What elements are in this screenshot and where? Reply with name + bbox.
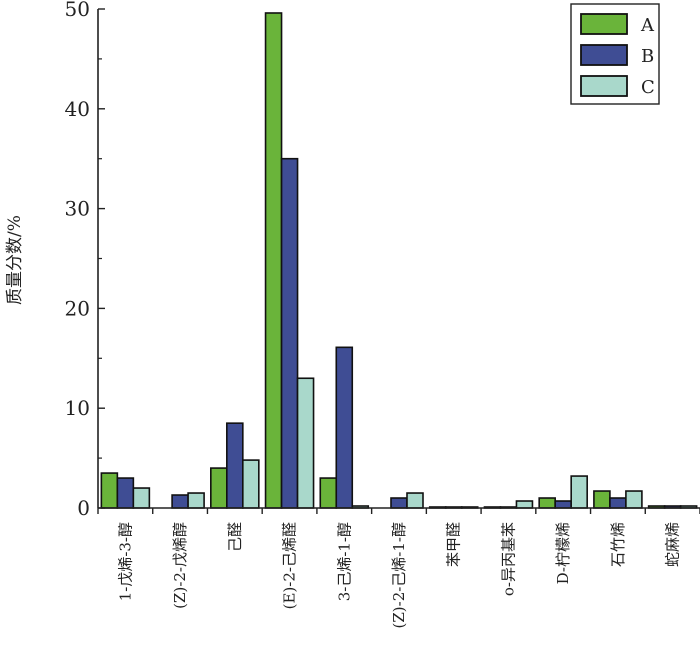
bar-B-10 <box>609 497 627 509</box>
y-tick-label: 10 <box>65 396 90 420</box>
bar-A-4 <box>264 12 283 509</box>
bar-C-1 <box>132 487 151 509</box>
bar-C-9 <box>570 475 588 509</box>
y-tick-label: 30 <box>65 197 90 221</box>
x-category-label: 3-己烯-1-醇 <box>335 522 353 601</box>
bar-B-2 <box>171 494 189 509</box>
x-category-label: 己醛 <box>226 522 244 552</box>
legend-label-A: A <box>640 15 655 36</box>
x-category-label: 石竹烯 <box>609 522 627 567</box>
x-category-label: (E)-2-己烯醛 <box>281 522 299 609</box>
legend-label-C: C <box>641 77 655 98</box>
x-category-label: (Z)-2-己烯-1-醇 <box>390 522 408 629</box>
bar-A-1 <box>100 472 119 509</box>
bar-B-9 <box>554 500 572 509</box>
bar-C-10 <box>625 490 643 509</box>
x-category-label: 苯甲醛 <box>445 522 463 567</box>
bar-C-3 <box>242 459 260 509</box>
x-labels-group: 1-戊烯-3-醇 (Z)-2-戊烯醇 己醛 (E)-2-己烯醛 3-己烯-1-醇 (Z)-… <box>116 522 681 629</box>
legend-swatch-C <box>580 75 628 97</box>
bar-B-1 <box>116 477 135 509</box>
y-tick-label: 50 <box>65 0 90 21</box>
y-axis-label: 质量分数/% <box>5 215 25 305</box>
bar-B-4 <box>280 157 299 509</box>
bar-C-6 <box>406 492 424 509</box>
legend-label-B: B <box>641 46 654 67</box>
x-category-label: 1-戊烯-3-醇 <box>116 522 134 601</box>
bar-B-5 <box>335 346 354 509</box>
bar-A-10 <box>593 490 611 509</box>
legend-swatch-A <box>580 13 628 35</box>
y-ticks-group: 0 10 20 30 40 50 <box>65 0 105 520</box>
bar-C-8 <box>515 500 534 509</box>
legend-swatch-B <box>580 44 628 66</box>
legend: ABC <box>570 3 660 105</box>
bar-C-4 <box>296 377 315 509</box>
y-tick-label: 40 <box>65 97 90 121</box>
bar-B-6 <box>390 497 408 509</box>
x-category-label: (Z)-2-戊烯醇 <box>171 522 189 609</box>
bar-B-3 <box>226 422 244 509</box>
x-category-label: D-柠檬烯 <box>554 522 572 584</box>
bar-A-3 <box>210 467 228 509</box>
x-category-label: o-异丙基苯 <box>499 522 517 596</box>
y-tick-label: 20 <box>65 296 90 320</box>
bar-A-5 <box>319 477 338 509</box>
bar-A-9 <box>538 497 556 509</box>
x-category-label: 蛇麻烯 <box>664 522 682 567</box>
y-tick-label: 0 <box>77 496 90 520</box>
bar-C-2 <box>187 492 205 509</box>
